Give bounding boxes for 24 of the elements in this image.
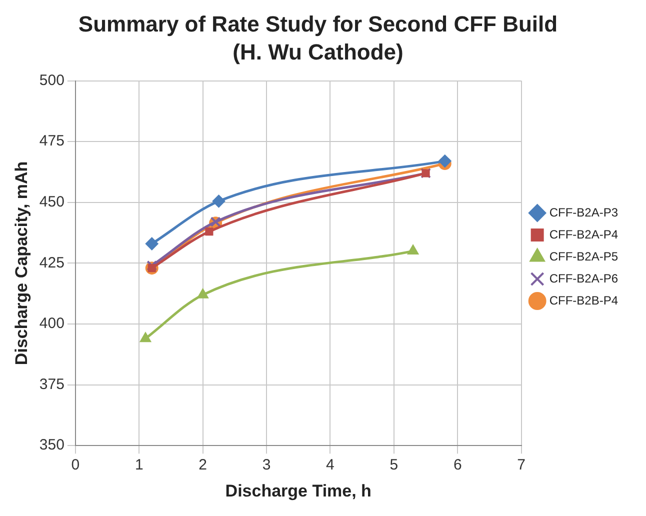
y-tick-label: 425 — [39, 254, 64, 272]
x-tick-label: 1 — [134, 456, 144, 474]
y-axis-title: Discharge Capacity, mAh — [12, 161, 31, 366]
legend-label: CFF-B2B-P4 — [549, 293, 618, 308]
x-tick-label: 4 — [326, 456, 334, 474]
y-tick-label: 375 — [39, 376, 64, 393]
x-axis-title: Discharge Time, h — [225, 481, 372, 500]
x-tick-label: 5 — [390, 456, 398, 474]
x-tick-label: 6 — [453, 456, 462, 474]
x-tick-label: 2 — [198, 456, 207, 474]
legend-label: CFF-B2A-P3 — [549, 205, 618, 220]
y-tick-label: 475 — [39, 132, 64, 150]
x-tick-label: 3 — [262, 456, 271, 474]
legend-label: CFF-B2A-P4 — [549, 227, 618, 242]
x-tick-label: 0 — [71, 456, 80, 474]
legend-label: CFF-B2A-P5 — [549, 249, 618, 264]
legend-label: CFF-B2A-P6 — [549, 271, 618, 286]
chart-title: Summary of Rate Study for Second CFF Build — [78, 11, 558, 36]
y-tick-label: 500 — [39, 72, 64, 89]
chart-subtitle: (H. Wu Cathode) — [232, 40, 404, 65]
y-tick-label: 450 — [39, 194, 64, 211]
x-tick-label: 7 — [517, 456, 526, 474]
y-tick-label: 400 — [39, 315, 64, 332]
y-tick-label: 350 — [39, 436, 64, 454]
